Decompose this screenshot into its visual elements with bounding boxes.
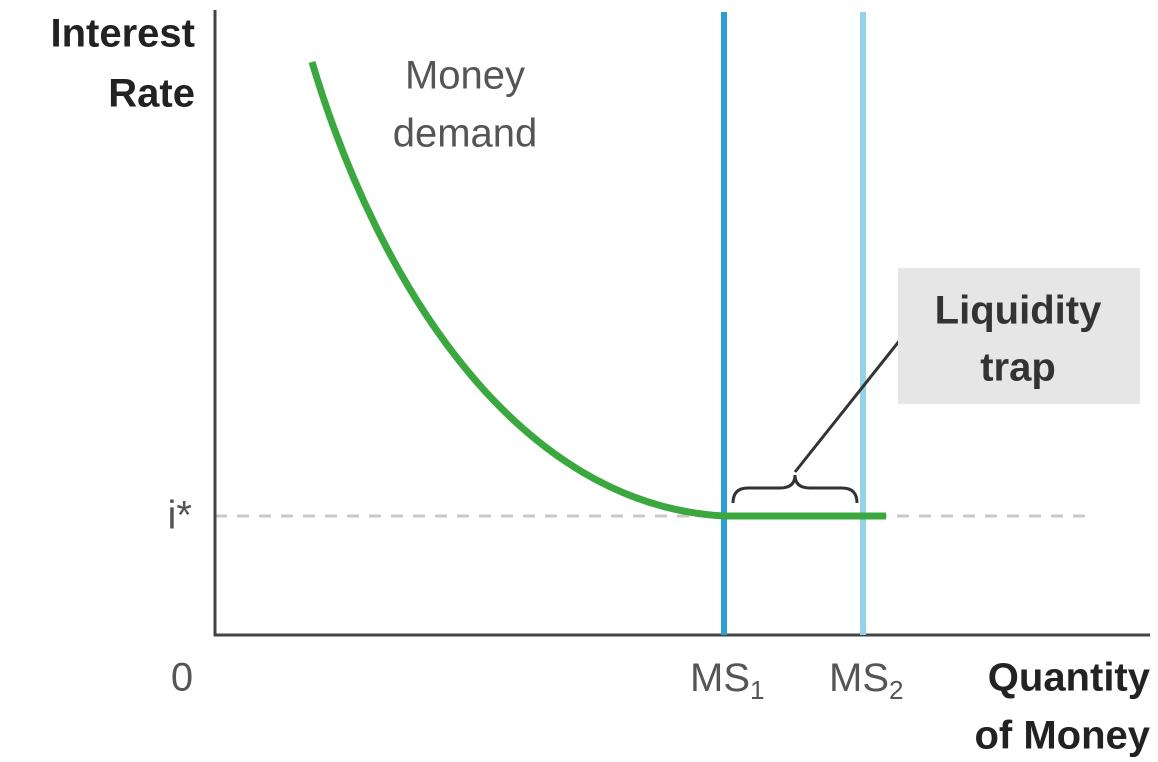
supply-label: MS1: [690, 656, 764, 705]
y-axis-label: Rate: [108, 72, 195, 116]
supply-label-text: MS: [690, 656, 750, 700]
y-axis-label: Interest: [51, 12, 196, 56]
callout-box: [898, 268, 1140, 404]
curve-label: demand: [393, 112, 538, 156]
curve-label: Money: [405, 54, 525, 98]
x-axis-label: Quantity: [988, 656, 1151, 700]
supply-label-subscript: 1: [750, 675, 764, 705]
rate-label: i*: [168, 494, 192, 538]
supply-label-text: MS: [829, 656, 889, 700]
supply-label-subscript: 2: [889, 675, 903, 705]
callout-label: trap: [980, 346, 1056, 390]
money-demand-curve: [308, 60, 886, 520]
x-axis-label: of Money: [974, 714, 1150, 758]
callout-line: [793, 339, 902, 473]
origin-label: 0: [171, 656, 193, 700]
callout-label: Liquidity: [935, 289, 1102, 333]
brace: [731, 474, 859, 504]
supply-label: MS2: [829, 656, 903, 705]
